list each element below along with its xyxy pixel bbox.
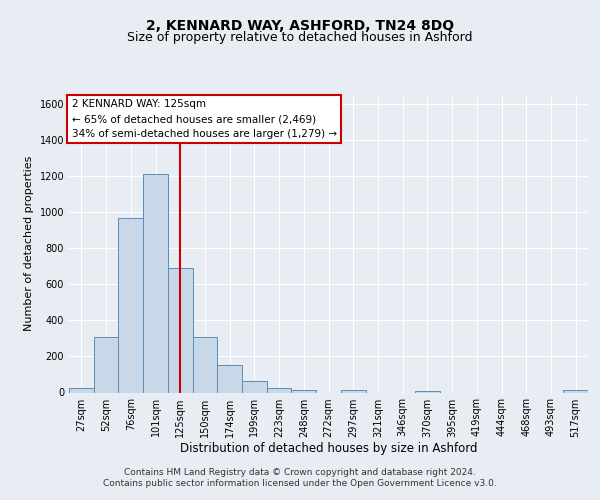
- Bar: [217, 366, 242, 392]
- Bar: [292, 390, 316, 392]
- Bar: [242, 381, 267, 392]
- Text: Contains HM Land Registry data © Crown copyright and database right 2024.
Contai: Contains HM Land Registry data © Crown c…: [103, 468, 497, 487]
- Bar: [94, 336, 118, 392]
- Bar: [563, 390, 588, 392]
- Y-axis label: Number of detached properties: Number of detached properties: [24, 156, 34, 332]
- Bar: [143, 174, 168, 392]
- Bar: [69, 388, 94, 392]
- Bar: [168, 268, 193, 392]
- Bar: [193, 336, 217, 392]
- Bar: [415, 390, 440, 392]
- Text: Size of property relative to detached houses in Ashford: Size of property relative to detached ho…: [127, 31, 473, 44]
- Bar: [267, 388, 292, 392]
- Bar: [341, 390, 365, 392]
- Text: 2, KENNARD WAY, ASHFORD, TN24 8DQ: 2, KENNARD WAY, ASHFORD, TN24 8DQ: [146, 19, 454, 33]
- Bar: [118, 218, 143, 392]
- Text: 2 KENNARD WAY: 125sqm
← 65% of detached houses are smaller (2,469)
34% of semi-d: 2 KENNARD WAY: 125sqm ← 65% of detached …: [71, 100, 337, 139]
- X-axis label: Distribution of detached houses by size in Ashford: Distribution of detached houses by size …: [180, 442, 477, 456]
